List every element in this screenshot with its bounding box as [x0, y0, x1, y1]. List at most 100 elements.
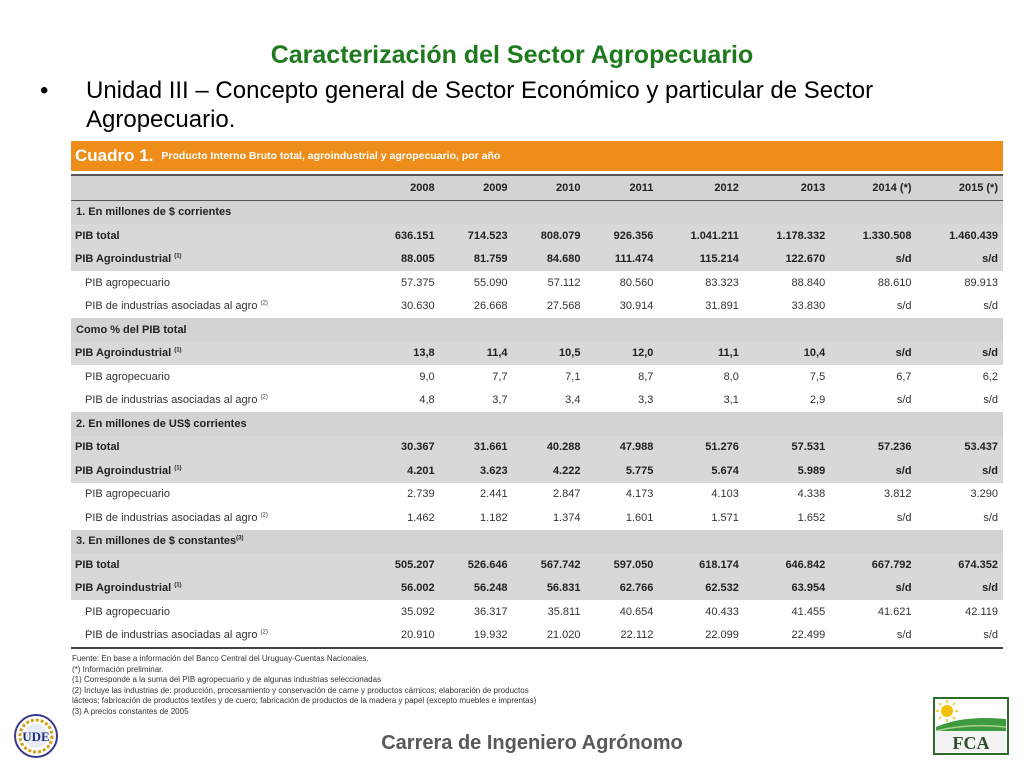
- table-row: PIB agropecuario 9,0 7,7 7,1 8,7 8,0 7,5 6,7 6,2: [71, 365, 1003, 389]
- table-cell: 11,4: [439, 341, 513, 365]
- section-label-text: 1. En millones de $ corrientes: [76, 206, 232, 219]
- row-label-text: PIB Agroindustrial: [75, 347, 172, 360]
- table-cell: 88.005: [366, 247, 440, 271]
- year-header: 2010: [512, 174, 586, 201]
- table-cell: s/d: [916, 576, 1003, 600]
- fca-logo-text: FCA: [953, 733, 990, 753]
- note-line: (*) Información preliminar.: [72, 664, 164, 674]
- row-label: PIB de industrias asociadas al agro (2): [71, 623, 367, 649]
- section-row: 2. En millones de US$ corrientes: [71, 412, 1003, 436]
- table-cell: 89.913: [916, 271, 1003, 295]
- table-cell: s/d: [830, 623, 917, 649]
- bullet-marker: •: [40, 77, 49, 104]
- table-cell: 22.099: [658, 623, 744, 649]
- row-label-text: PIB agropecuario: [85, 276, 170, 289]
- table-cell: 4.338: [743, 482, 831, 506]
- table-cell: 567.742: [512, 553, 586, 577]
- table-cell: 13,8: [366, 341, 440, 365]
- table-cell: 597.050: [585, 553, 659, 577]
- table-cell: 8,0: [658, 365, 744, 389]
- table-cell: 1.601: [585, 506, 659, 530]
- table-cell: 63.954: [743, 576, 831, 600]
- header-blank: [71, 174, 367, 201]
- table-cell: 4.173: [585, 482, 659, 506]
- slide-title: Caracterización del Sector Agropecuario: [270, 41, 754, 69]
- row-label-text: PIB total: [75, 229, 120, 242]
- section-label-text: 2. En millones de US$ corrientes: [76, 417, 247, 430]
- table-cell: 55.090: [439, 271, 513, 295]
- row-label: PIB Agroindustrial (1): [71, 576, 367, 600]
- row-label: PIB de industrias asociadas al agro (2): [71, 506, 367, 530]
- table-cell: 122.670: [743, 247, 831, 271]
- row-label: PIB total: [71, 553, 367, 577]
- table-cell: 80.560: [585, 271, 659, 295]
- table-cell: 3.290: [916, 482, 1003, 506]
- table-cell: 35.811: [512, 600, 586, 624]
- row-label-text: PIB Agroindustrial: [75, 253, 172, 266]
- year-header: 2013: [743, 174, 831, 201]
- table-cell: 62.766: [585, 576, 659, 600]
- table-row: PIB Agroindustrial (1) 4.201 3.623 4.222 5.7…: [71, 459, 1003, 483]
- data-table: 2008 2009 2010 2011 2012 2013 2014 (*) 2015 (*)…: [71, 174, 1003, 649]
- table-cell: 41.455: [743, 600, 831, 624]
- table-cell: 30.914: [585, 294, 659, 318]
- table-cell: 5.775: [585, 459, 659, 483]
- table-description: Producto Interno Bruto total, agroindust…: [161, 150, 501, 162]
- table-cell: s/d: [916, 506, 1003, 530]
- row-label-text: PIB de industrias asociadas al agro: [85, 394, 258, 407]
- table-cell: s/d: [916, 341, 1003, 365]
- table-cell: 618.174: [658, 553, 744, 577]
- section-row: 1. En millones de $ corrientes: [71, 200, 1003, 224]
- bullet-text: Unidad III – Concepto general de Sector …: [86, 77, 874, 133]
- table-row: PIB total 636.151 714.523 808.079 926.356 1.0…: [71, 224, 1003, 248]
- row-note: (1): [174, 582, 182, 589]
- table-cell: 1.182: [439, 506, 513, 530]
- row-note: (2): [260, 394, 268, 401]
- year-header-row: 2008 2009 2010 2011 2012 2013 2014 (*) 2015 (*): [71, 174, 1003, 201]
- table-cell: 6,2: [916, 365, 1003, 389]
- table-cell: 4.222: [512, 459, 586, 483]
- table-cell: 1.178.332: [743, 224, 831, 248]
- table-row: PIB de industrias asociadas al agro (2) 1…: [71, 506, 1003, 530]
- note-line: lácteos; fabricación de productos textil…: [72, 696, 537, 705]
- row-label: PIB de industrias asociadas al agro (2): [71, 388, 367, 412]
- row-label-text: PIB agropecuario: [85, 488, 170, 501]
- table-cell: 19.932: [439, 623, 513, 649]
- table-cell: 636.151: [366, 224, 440, 248]
- table-row: PIB Agroindustrial (1) 88.005 81.759 84.680…: [71, 247, 1003, 271]
- table-cell: 2,9: [743, 388, 831, 412]
- table-cell: 10,4: [743, 341, 831, 365]
- table-cell: s/d: [830, 294, 917, 318]
- table-cell: 111.474: [585, 247, 659, 271]
- table-cell: 56.831: [512, 576, 586, 600]
- table-cell: 42.119: [916, 600, 1003, 624]
- bullet-item: • Unidad III – Concepto general de Secto…: [40, 76, 940, 134]
- row-label: PIB agropecuario: [71, 482, 367, 506]
- row-label-text: PIB agropecuario: [85, 370, 170, 383]
- table-cell: 667.792: [830, 553, 917, 577]
- table-cell: s/d: [830, 341, 917, 365]
- table-row: PIB Agroindustrial (1) 13,8 11,4 10,5 12,0 11…: [71, 341, 1003, 365]
- table-cell: 8,7: [585, 365, 659, 389]
- table-row: PIB Agroindustrial (1) 56.002 56.248 56.831…: [71, 576, 1003, 600]
- ude-logo-text: UDE: [22, 729, 49, 744]
- table-cell: 115.214: [658, 247, 744, 271]
- table-cell: 1.460.439: [916, 224, 1003, 248]
- table-row: PIB de industrias asociadas al agro (2) 3…: [71, 294, 1003, 318]
- table-cell: 5.674: [658, 459, 744, 483]
- table-cell: 1.041.211: [658, 224, 744, 248]
- year-header: 2015 (*): [916, 174, 1003, 201]
- table-cell: 12,0: [585, 341, 659, 365]
- table-cell: 30.630: [366, 294, 440, 318]
- row-label-text: PIB de industrias asociadas al agro: [85, 300, 258, 313]
- table-cell: 11,1: [658, 341, 744, 365]
- table-cell: s/d: [916, 294, 1003, 318]
- ude-logo: UDE: [14, 714, 58, 758]
- table-cell: 83.323: [658, 271, 744, 295]
- fca-logo: FCA: [933, 697, 1009, 755]
- table-notes: Fuente: En base a información del Banco …: [72, 654, 632, 717]
- row-note: (2): [260, 512, 268, 519]
- table-cell: 53.437: [916, 435, 1003, 459]
- table-cell: 1.374: [512, 506, 586, 530]
- table-cell: s/d: [830, 459, 917, 483]
